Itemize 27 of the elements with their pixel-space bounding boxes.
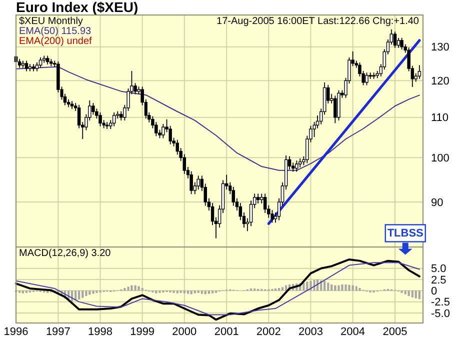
y-tick-label: -5.0 — [431, 308, 450, 320]
x-tick-label: 2000 — [172, 326, 197, 338]
y-tick-label: -2.5 — [431, 296, 450, 309]
x-tick-label: 2004 — [340, 326, 366, 338]
y-tick-label: 90 — [431, 196, 444, 209]
y-tick-label: 0 — [431, 286, 438, 298]
chart-title: Euro Index ($XEU) — [16, 0, 138, 15]
annotation: TLBSS — [387, 228, 424, 240]
x-tick-label: 2001 — [214, 326, 239, 338]
x-tick-label: 1997 — [46, 326, 70, 338]
x-tick-label: 2003 — [298, 326, 323, 338]
y-tick-label: 5.0 — [431, 263, 446, 276]
annotation: 17-Aug-2005 16:00ET Last:122.66 Chg:+1.40 — [216, 16, 420, 27]
x-tick-label: 1999 — [130, 326, 155, 338]
x-tick-label: 1996 — [4, 326, 28, 338]
y-tick-label: 110 — [431, 112, 449, 124]
y-tick-label: 130 — [431, 42, 450, 54]
y-tick-label: 2.5 — [431, 274, 446, 286]
y-tick-label: 100 — [431, 152, 450, 164]
x-tick-label: 2005 — [382, 326, 408, 338]
x-tick-label: 2002 — [256, 326, 281, 338]
y-tick-label: 120 — [431, 75, 450, 88]
text: MACD(12,26,9) 3.20 — [19, 248, 112, 259]
text: EMA(50) 115.93 — [19, 26, 92, 37]
annotation: $XEU Monthly — [19, 16, 83, 27]
annotation: EMA(200) undef — [19, 36, 92, 47]
x-tick-label: 1998 — [88, 326, 112, 338]
